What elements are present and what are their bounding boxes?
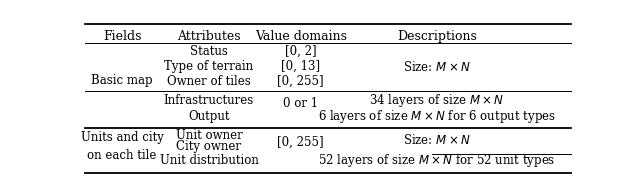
Text: [0, 2]: [0, 2] (285, 45, 317, 58)
Text: Unit owner: Unit owner (175, 129, 243, 142)
Text: Type of terrain: Type of terrain (164, 60, 253, 73)
Text: Unit distribution: Unit distribution (159, 154, 259, 167)
Text: 6 layers of size $M \times N$ for 6 output types: 6 layers of size $M \times N$ for 6 outp… (318, 108, 556, 125)
Text: Status: Status (190, 45, 228, 58)
Text: Output: Output (188, 110, 230, 123)
Text: Units and city
on each tile: Units and city on each tile (81, 131, 164, 162)
Text: [0, 13]: [0, 13] (281, 60, 320, 73)
Text: City owner: City owner (177, 140, 241, 153)
Text: Fields: Fields (103, 30, 141, 43)
Text: [0, 255]: [0, 255] (277, 75, 324, 88)
Text: Owner of tiles: Owner of tiles (167, 75, 251, 88)
Text: Descriptions: Descriptions (397, 30, 477, 43)
Text: Basic map: Basic map (92, 74, 153, 87)
Text: Attributes: Attributes (177, 30, 241, 43)
Text: 52 layers of size $M \times N$ for 52 unit types: 52 layers of size $M \times N$ for 52 un… (319, 152, 556, 169)
Text: Infrastructures: Infrastructures (164, 94, 254, 107)
Text: [0, 255]: [0, 255] (277, 135, 324, 149)
Text: 0 or 1: 0 or 1 (283, 97, 318, 110)
Text: Value domains: Value domains (255, 30, 347, 43)
Text: 34 layers of size $M \times N$: 34 layers of size $M \times N$ (369, 92, 505, 109)
Text: Size: $M \times N$: Size: $M \times N$ (403, 60, 471, 74)
Text: Size: $M \times N$: Size: $M \times N$ (403, 133, 471, 147)
